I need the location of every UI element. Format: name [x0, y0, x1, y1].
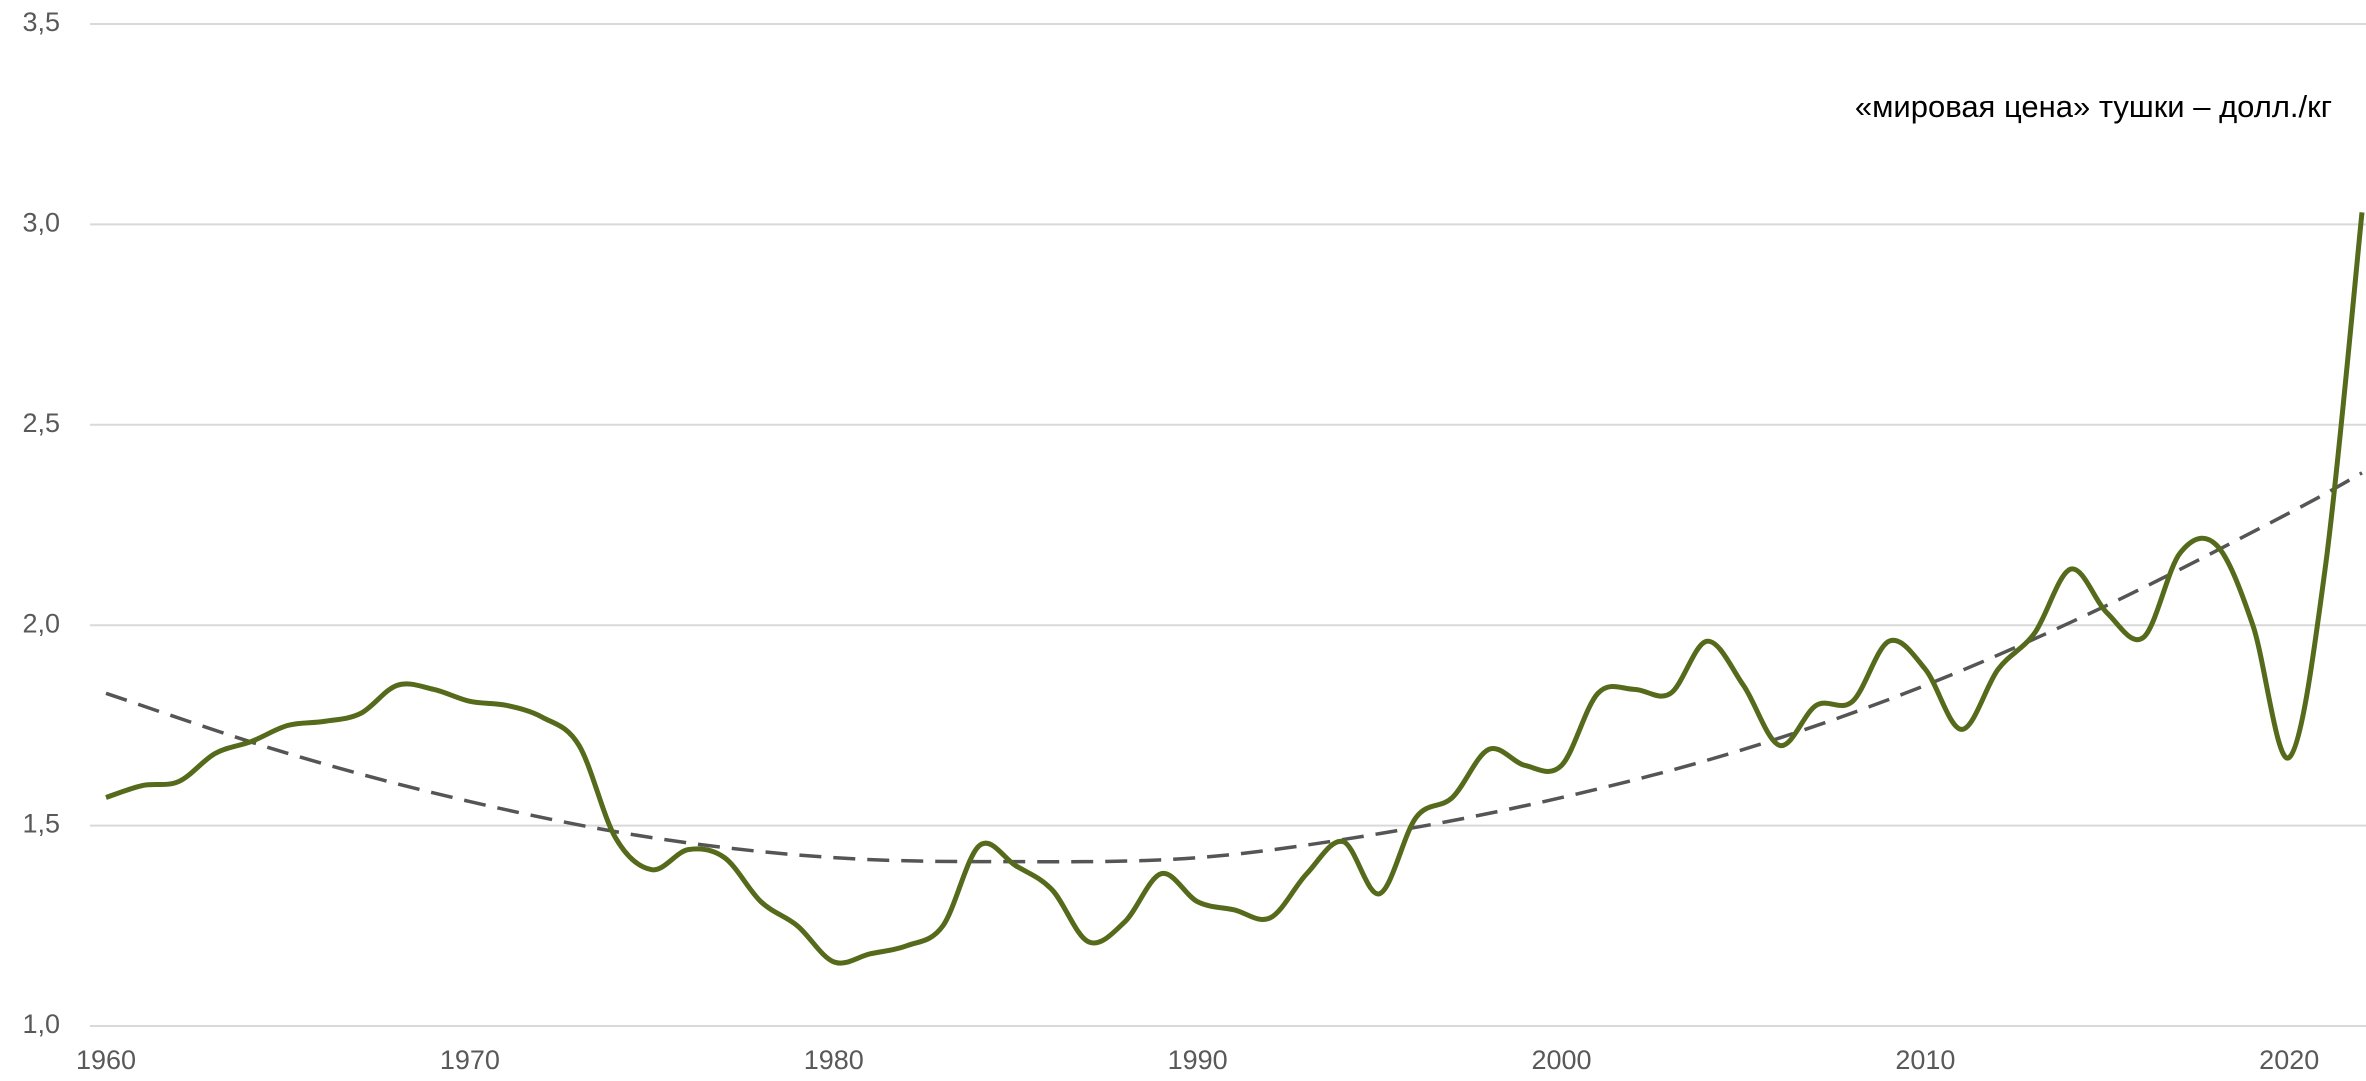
y-tick-label: 1,0 [22, 1009, 60, 1039]
x-tick-label: 2010 [1895, 1045, 1955, 1075]
x-tick-label: 2000 [1531, 1045, 1591, 1075]
x-tick-label: 1970 [440, 1045, 500, 1075]
y-tick-label: 1,5 [22, 809, 60, 839]
data-line [105, 212, 2365, 966]
x-tick-label: 1960 [76, 1045, 136, 1075]
annotation: «мировая цена» тушки – долл./кг [1855, 89, 2332, 124]
trend-line [105, 471, 2363, 864]
y-tick-label: 2,5 [22, 408, 60, 438]
y-tick-label: 3,0 [22, 208, 60, 238]
x-tick-label: 1980 [804, 1045, 864, 1075]
y-tick-label: 3,5 [22, 7, 60, 37]
x-tick-label: 2020 [2259, 1045, 2319, 1075]
y-tick-label: 2,0 [22, 608, 60, 638]
x-tick-label: 1990 [1168, 1045, 1228, 1075]
